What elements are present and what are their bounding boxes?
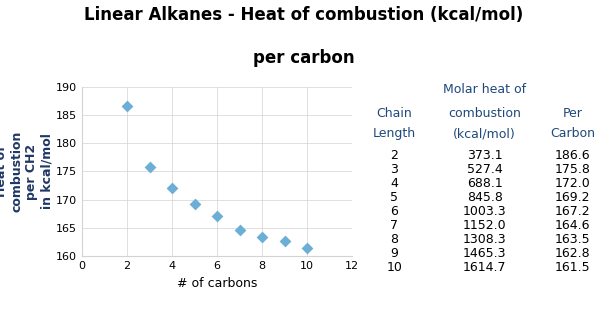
Text: 186.6: 186.6 xyxy=(554,149,590,163)
Text: 1465.3: 1465.3 xyxy=(463,247,506,260)
Text: 527.4: 527.4 xyxy=(467,163,502,176)
Text: 5: 5 xyxy=(390,191,398,204)
Text: 1003.3: 1003.3 xyxy=(463,205,506,218)
Text: 1614.7: 1614.7 xyxy=(463,261,506,274)
Text: combustion: combustion xyxy=(448,107,521,120)
Point xyxy=(145,164,154,169)
Text: 164.6: 164.6 xyxy=(555,219,590,232)
Text: per carbon: per carbon xyxy=(253,49,355,67)
Text: 8: 8 xyxy=(390,233,398,246)
Point xyxy=(167,186,177,191)
Text: 1152.0: 1152.0 xyxy=(463,219,506,232)
Text: 2: 2 xyxy=(390,149,398,163)
Text: Linear Alkanes - Heat of combustion (kcal/mol): Linear Alkanes - Heat of combustion (kca… xyxy=(85,6,523,24)
Text: 845.8: 845.8 xyxy=(466,191,502,204)
Text: 1308.3: 1308.3 xyxy=(463,233,506,246)
Text: 373.1: 373.1 xyxy=(467,149,502,163)
Text: 172.0: 172.0 xyxy=(554,177,590,190)
Point xyxy=(235,228,244,233)
Text: 10: 10 xyxy=(386,261,402,274)
Text: 6: 6 xyxy=(390,205,398,218)
Text: Carbon: Carbon xyxy=(550,127,595,140)
Text: 9: 9 xyxy=(390,247,398,260)
Text: 688.1: 688.1 xyxy=(467,177,502,190)
Point xyxy=(257,234,267,239)
Text: 167.2: 167.2 xyxy=(554,205,590,218)
Point xyxy=(302,246,312,251)
Text: 161.5: 161.5 xyxy=(554,261,590,274)
Point xyxy=(190,202,199,207)
Text: 4: 4 xyxy=(390,177,398,190)
Text: (kcal/mol): (kcal/mol) xyxy=(453,127,516,140)
Text: Chain: Chain xyxy=(376,107,412,120)
Text: Length: Length xyxy=(373,127,416,140)
Text: 162.8: 162.8 xyxy=(554,247,590,260)
Text: 163.5: 163.5 xyxy=(554,233,590,246)
Point xyxy=(280,238,289,243)
Text: Per: Per xyxy=(562,107,582,120)
Text: 7: 7 xyxy=(390,219,398,232)
Point xyxy=(212,213,222,218)
Point xyxy=(122,103,132,108)
Text: Molar heat of: Molar heat of xyxy=(443,83,526,96)
X-axis label: # of carbons: # of carbons xyxy=(177,277,257,290)
Text: 169.2: 169.2 xyxy=(555,191,590,204)
Y-axis label: Heat of
combustion
per CH2
in kcal/mol: Heat of combustion per CH2 in kcal/mol xyxy=(0,131,54,212)
Text: 3: 3 xyxy=(390,163,398,176)
Text: 175.8: 175.8 xyxy=(554,163,590,176)
